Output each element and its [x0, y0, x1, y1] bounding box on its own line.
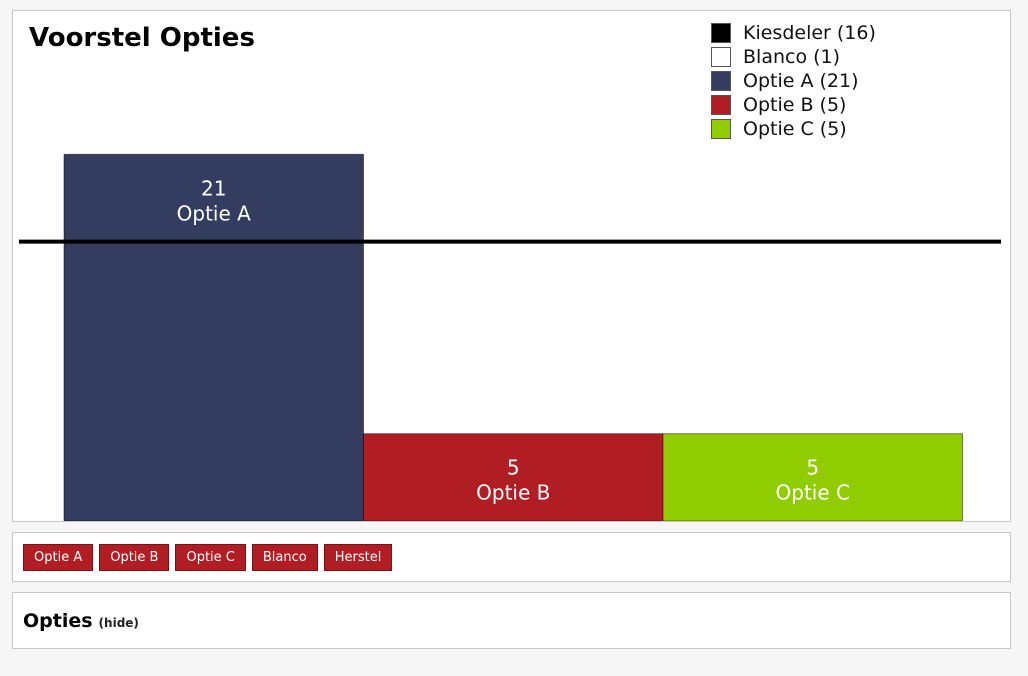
options-heading: Opties (hide): [23, 610, 139, 632]
chart-legend: Kiesdeler (16) Blanco (1) Optie A (21) O…: [711, 21, 876, 141]
legend-swatch-optie-a: [711, 71, 731, 91]
bar-category-label-optie-a: Optie A: [177, 201, 251, 225]
blanco-button[interactable]: Blanco: [251, 544, 318, 571]
bar-optie-c: [662, 433, 963, 521]
optie-c-button[interactable]: Optie C: [175, 544, 246, 571]
legend-label-optie-a: Optie A (21): [743, 70, 859, 92]
hide-options-link[interactable]: (hide): [98, 616, 139, 630]
legend-item-kiesdeler: Kiesdeler (16): [711, 21, 876, 45]
legend-label-kiesdeler: Kiesdeler (16): [743, 22, 876, 44]
chart-panel: 21 Optie A 5 Optie B 5 Optie C Voorstel Optie…: [12, 10, 1011, 522]
chart-title: Voorstel Opties: [29, 23, 255, 53]
bar-category-label-optie-b: Optie B: [476, 481, 550, 505]
legend-item-optie-b: Optie B (5): [711, 93, 876, 117]
legend-item-blanco: Blanco (1): [711, 45, 876, 69]
legend-swatch-optie-b: [711, 95, 731, 115]
bar-category-label-optie-c: Optie C: [776, 481, 850, 505]
legend-label-blanco: Blanco (1): [743, 46, 841, 68]
legend-item-optie-a: Optie A (21): [711, 69, 876, 93]
optie-a-button[interactable]: Optie A: [23, 544, 94, 571]
herstel-button[interactable]: Herstel: [323, 544, 393, 571]
vote-button-panel: Optie A Optie B Optie C Blanco Herstel: [12, 532, 1011, 582]
optie-b-button[interactable]: Optie B: [99, 544, 170, 571]
bar-value-label-optie-b: 5: [507, 456, 520, 480]
legend-swatch-optie-c: [711, 119, 731, 139]
options-panel: Opties (hide): [12, 592, 1011, 649]
legend-label-optie-c: Optie C (5): [743, 118, 847, 140]
bar-optie-a: [63, 153, 364, 521]
legend-swatch-blanco: [711, 47, 731, 67]
legend-item-optie-c: Optie C (5): [711, 117, 876, 141]
options-title: Opties: [23, 610, 93, 632]
legend-label-optie-b: Optie B (5): [743, 94, 847, 116]
bar-value-label-optie-c: 5: [806, 456, 819, 480]
legend-swatch-kiesdeler: [711, 23, 731, 43]
bar-value-label-optie-a: 21: [201, 176, 226, 200]
vote-button-row: Optie A Optie B Optie C Blanco Herstel: [23, 544, 393, 571]
